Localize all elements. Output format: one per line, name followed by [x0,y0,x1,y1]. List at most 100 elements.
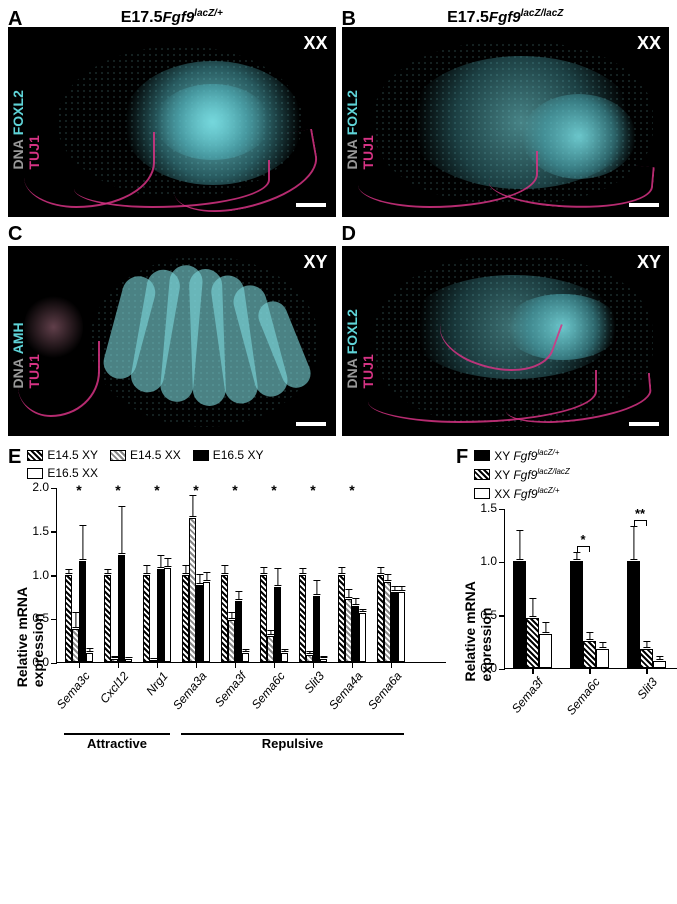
bar [260,575,267,663]
chart-e-category-labels: Attractive Repulsive [56,733,446,753]
chart-f-xaxis: Sema3fSema6cSlit3 [504,669,677,739]
bar [570,561,583,668]
panel-a-header: A E17.5 Fgf9lacZ/+ [8,8,336,27]
panel-b-header: B E17.5 Fgf9lacZ/lacZ [342,8,670,27]
bar [359,613,366,662]
chart-f-legend: XY Fgf9lacZ/+XY Fgf9lacZ/lacZXX Fgf9lacZ… [474,448,570,501]
bar [384,582,391,663]
category-label: Attractive [64,736,170,751]
legend-label: E16.5 XY [213,448,264,462]
panel-d-chromosome: XY [637,252,661,273]
category-underline [181,733,404,735]
ytick-label: 0.5 [480,608,505,622]
bar [242,653,249,662]
panel-b-prefix: E17.5 [447,9,489,27]
significance-star: * [271,482,276,498]
bar [313,596,320,662]
chart-f-letter: F [456,446,468,469]
significance-star: * [115,482,120,498]
x-gene-label: Cxcl12 [97,669,131,706]
legend-item: E16.5 XX [27,466,98,480]
x-gene-label: Sema3c [54,669,93,712]
panel-a-prefix: E17.5 [121,9,163,27]
chart-e-letter: E [8,446,21,469]
panel-c-bio [8,246,336,436]
panel-b-chromosome: XX [637,33,661,54]
bar [596,649,609,668]
ytick-label: 1.5 [480,501,505,515]
chart-f-plot-area: 0.00.51.01.5*** [504,509,677,669]
panel-c-header: C [8,223,336,246]
bar [157,569,164,662]
category-label: Repulsive [181,736,404,751]
legend-swatch-icon [474,488,490,499]
bar [306,655,313,662]
significance-star: * [232,482,237,498]
legend-item: E14.5 XY [27,448,98,462]
panel-c-image: XY DNA AMH TUJ1 [8,246,336,436]
bar [72,629,79,662]
ytick-label: 0.5 [32,611,57,625]
panel-a: A E17.5 Fgf9lacZ/+ XX DNA FOXL2 TUJ1 [8,8,336,217]
x-gene-label: Sema3a [170,669,209,712]
bar [345,599,352,662]
panel-b-side-label: DNA FOXL2 TUJ1 [344,75,376,170]
bar [65,575,72,663]
x-gene-label: Sema6c [564,675,603,718]
panel-c-chromosome: XY [303,252,327,273]
legend-label: E14.5 XX [130,448,181,462]
panel-b-bio [342,27,670,217]
bar [281,653,288,662]
legend-swatch-icon [474,469,490,480]
panel-c-letter: C [8,223,22,246]
legend-item: XY Fgf9lacZ/+ [474,448,570,463]
legend-label: E14.5 XY [47,448,98,462]
legend-item: XY Fgf9lacZ/lacZ [474,467,570,482]
legend-label: XY Fgf9lacZ/+ [494,448,559,463]
panel-b-image: XX DNA FOXL2 TUJ1 [342,27,670,217]
bar [627,561,640,668]
panel-a-bio [8,27,336,217]
image-grid: A E17.5 Fgf9lacZ/+ XX DNA FOXL2 TUJ1 [8,8,669,436]
legend-label: E16.5 XX [47,466,98,480]
category-underline [64,733,170,735]
scale-bar-icon [296,203,326,207]
panel-a-image: XX DNA FOXL2 TUJ1 [8,27,336,217]
bar [320,659,327,663]
panel-d-letter: D [342,223,356,246]
x-gene-label: Nrg1 [143,669,170,698]
bar [86,653,93,662]
panel-b-genotype: Fgf9lacZ/lacZ [489,8,563,26]
legend-label: XY Fgf9lacZ/lacZ [494,467,570,482]
chart-e-plot: Relative mRNA expression 0.00.51.01.52.0… [56,488,446,753]
ytick-label: 0.0 [480,661,505,675]
x-gene-label: Sema3f [509,675,546,716]
bar [196,585,203,662]
ytick-label: 1.5 [32,524,57,538]
significance-star: * [310,482,315,498]
panel-d-header: D [342,223,670,246]
bar [267,636,274,662]
bar [398,592,405,662]
legend-swatch-icon [27,468,43,479]
legend-item: E14.5 XX [110,448,181,462]
chart-f-plot: Relative mRNA expression 0.00.51.01.5***… [504,509,677,739]
bar [182,575,189,663]
panel-d-image: XY DNA FOXL2 TUJ1 [342,246,670,436]
panel-c: C XY DNA AMH TUJ1 [8,223,336,436]
charts-row: E E14.5 XY E14.5 XX E16.5 XY E16.5 XX Relat… [8,446,669,753]
panel-a-chromosome: XX [303,33,327,54]
bar [189,518,196,662]
x-gene-label: Sema3f [211,669,248,710]
significance-star: ** [635,506,645,521]
bar [228,620,235,662]
significance-star: * [193,482,198,498]
significance-star: * [76,482,81,498]
significance-star: * [154,482,159,498]
bar [539,634,552,668]
bar [513,561,526,668]
bar [653,661,666,668]
x-gene-label: Slit3 [301,669,327,696]
panel-a-genotype: Fgf9lacZ/+ [163,8,223,26]
ytick-label: 1.0 [32,568,57,582]
